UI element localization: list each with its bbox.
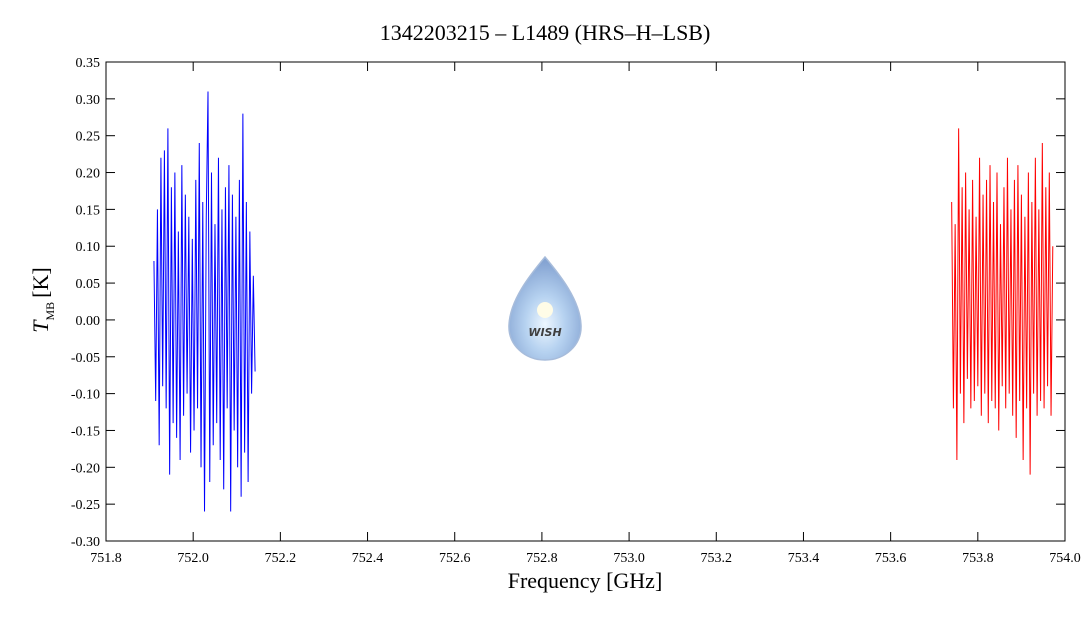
y-tick-label: 0.35 — [76, 56, 101, 71]
y-axis-label: TMB [K] — [28, 267, 57, 332]
y-tick-label: 0.30 — [76, 93, 101, 108]
y-symbol: T — [28, 319, 53, 333]
x-tick-label: 752.4 — [352, 551, 384, 566]
chart-title: 1342203215 – L1489 (HRS–H–LSB) — [380, 20, 711, 45]
y-tick-label: -0.25 — [71, 498, 100, 513]
y-tick-label: -0.20 — [71, 461, 100, 476]
y-subscript: MB — [43, 302, 57, 321]
x-tick-label: 751.8 — [90, 551, 122, 566]
plot-frame — [105, 61, 1066, 542]
x-tick-label: 753.2 — [701, 551, 733, 566]
x-axis-label: Frequency [GHz] — [508, 568, 663, 593]
y-tick-label: -0.30 — [71, 535, 100, 550]
y-unit: [K] — [28, 267, 53, 298]
logo-text: WISH — [528, 326, 561, 339]
x-tick-label: 752.0 — [177, 551, 209, 566]
y-axis-label-text: TMB [K] — [28, 267, 57, 332]
y-tick-label: 0.15 — [76, 203, 101, 218]
y-tick-label: 0.25 — [76, 130, 101, 145]
logo-star — [537, 302, 553, 318]
x-tick-label: 753.4 — [788, 551, 820, 566]
y-tick-label: 0.05 — [76, 277, 101, 292]
watermark-logo: WISH — [508, 255, 582, 361]
y-tick-label: 0.20 — [76, 167, 101, 182]
x-tick-label: 753.0 — [613, 551, 645, 566]
spectrum-line — [153, 91, 256, 512]
x-tick-label: 754.0 — [1049, 551, 1081, 566]
y-tick-label: 0.00 — [76, 314, 101, 329]
x-tick-label: 752.8 — [526, 551, 558, 566]
x-tick-label: 753.6 — [875, 551, 907, 566]
y-tick-label: 0.10 — [76, 240, 101, 255]
x-tick-label: 752.2 — [265, 551, 297, 566]
y-tick-label: -0.15 — [71, 424, 100, 439]
y-tick-label: -0.05 — [71, 351, 100, 366]
y-tick-label: -0.10 — [71, 388, 100, 403]
spectrum-line — [951, 128, 1054, 475]
x-tick-label: 753.8 — [962, 551, 994, 566]
x-tick-label: 752.6 — [439, 551, 471, 566]
